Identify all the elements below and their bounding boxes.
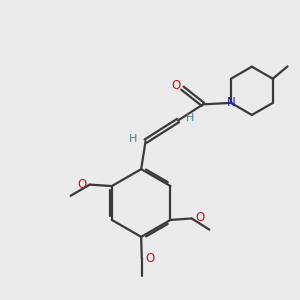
Text: O: O <box>77 178 86 190</box>
Text: O: O <box>146 252 154 265</box>
Text: H: H <box>186 113 194 123</box>
Text: O: O <box>195 212 205 224</box>
Text: N: N <box>226 96 235 110</box>
Text: H: H <box>129 134 137 144</box>
Text: O: O <box>171 79 181 92</box>
